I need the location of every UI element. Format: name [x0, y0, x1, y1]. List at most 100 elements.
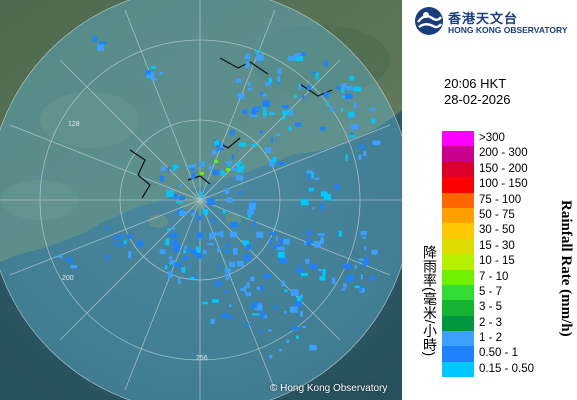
rain-echo — [251, 107, 257, 115]
rain-echo — [172, 164, 179, 169]
legend-label: 7 - 10 — [479, 270, 509, 283]
rain-echo — [230, 168, 237, 171]
rain-echo — [191, 212, 195, 216]
rain-echo — [350, 132, 354, 138]
terrain-patch — [250, 25, 390, 95]
rain-echo — [341, 83, 347, 89]
rain-echo — [286, 339, 290, 344]
rain-echo — [191, 172, 195, 180]
rain-echo — [247, 209, 254, 215]
rain-echo — [212, 160, 215, 164]
rain-echo — [242, 109, 247, 115]
rain-echo — [362, 236, 366, 239]
rain-echo — [212, 149, 217, 155]
rain-echo — [307, 174, 310, 180]
rain-echo — [296, 52, 301, 56]
rain-echo — [208, 166, 213, 171]
rain-echo — [244, 323, 249, 326]
rain-echo — [225, 188, 229, 195]
rain-echo — [372, 140, 381, 146]
rain-echo — [278, 349, 283, 352]
rain-echo — [188, 249, 191, 252]
legend-swatch — [442, 331, 474, 347]
observation-date: 28-02-2026 — [444, 92, 511, 107]
rain-echo — [239, 160, 242, 164]
rain-echo — [295, 301, 302, 307]
rain-echo — [242, 164, 245, 170]
rain-echo — [213, 232, 221, 236]
rain-echo — [240, 287, 246, 291]
rain-echo — [242, 240, 249, 245]
legend-row: >300 — [442, 131, 552, 147]
rain-echo — [277, 68, 282, 75]
rain-echo — [334, 184, 340, 190]
rain-echo — [244, 254, 251, 261]
rain-echo — [364, 261, 370, 265]
legend-label: 0.15 - 0.50 — [479, 362, 534, 375]
rain-echo — [338, 230, 342, 237]
rain-echo — [333, 199, 338, 202]
rain-echo — [366, 255, 369, 262]
rain-echo — [359, 288, 365, 293]
rain-echo — [258, 329, 263, 333]
rain-echo — [341, 87, 345, 93]
rain-echo — [305, 258, 310, 264]
legend-label: 0.50 - 1 — [479, 347, 518, 360]
rain-echo — [224, 290, 229, 293]
rain-echo — [306, 238, 312, 245]
rain-echo — [300, 272, 308, 277]
rain-echo — [250, 113, 258, 117]
rain-echo — [296, 335, 299, 339]
rain-echo — [237, 261, 244, 267]
rain-echo — [322, 269, 326, 276]
legend-swatch — [442, 269, 474, 285]
rain-echo — [233, 248, 238, 255]
rain-echo — [65, 258, 73, 262]
rain-echo — [277, 161, 286, 165]
rain-echo — [105, 226, 109, 231]
rain-echo — [282, 104, 289, 109]
rain-echo — [360, 274, 363, 280]
rain-echo — [331, 277, 336, 285]
rain-echo — [309, 264, 317, 270]
rain-echo — [353, 102, 357, 109]
rain-echo — [246, 244, 252, 251]
legend-title-en: Rainfall Rate (mm/h) — [558, 200, 574, 337]
rain-echo — [320, 191, 328, 197]
rain-echo — [114, 241, 119, 246]
rain-echo — [183, 249, 186, 254]
rain-echo — [344, 93, 353, 99]
legend-label: >300 — [479, 132, 505, 144]
rain-echo — [164, 265, 168, 270]
rain-echo — [189, 265, 192, 268]
rain-echo — [211, 217, 215, 225]
legend-label: 75 - 100 — [479, 193, 522, 206]
rain-echo — [354, 265, 357, 269]
rain-echo — [190, 167, 195, 171]
rain-echo — [160, 175, 164, 182]
rain-echo — [226, 168, 230, 171]
rain-echo — [214, 160, 218, 163]
rain-echo — [289, 306, 298, 313]
island — [148, 214, 169, 228]
rain-echo — [191, 276, 198, 279]
rain-echo — [287, 56, 296, 61]
rain-echo — [174, 193, 178, 200]
rain-echo — [265, 82, 271, 86]
copyright-text: © Hong Kong Observatory — [270, 383, 388, 394]
rain-echo — [282, 110, 289, 115]
legend-swatch — [442, 146, 474, 162]
rain-echo — [245, 53, 251, 60]
rain-echo — [92, 36, 98, 42]
rain-echo — [248, 202, 256, 210]
rain-echo — [323, 194, 331, 201]
rain-echo — [220, 143, 223, 147]
rain-echo — [159, 71, 163, 76]
legend-swatch — [442, 192, 474, 208]
legend-swatch — [442, 315, 474, 332]
rain-echo — [353, 86, 362, 92]
rain-echo — [282, 116, 286, 121]
range-label: 256 — [196, 355, 208, 362]
rain-echo — [221, 313, 229, 318]
rain-echo — [235, 175, 244, 181]
